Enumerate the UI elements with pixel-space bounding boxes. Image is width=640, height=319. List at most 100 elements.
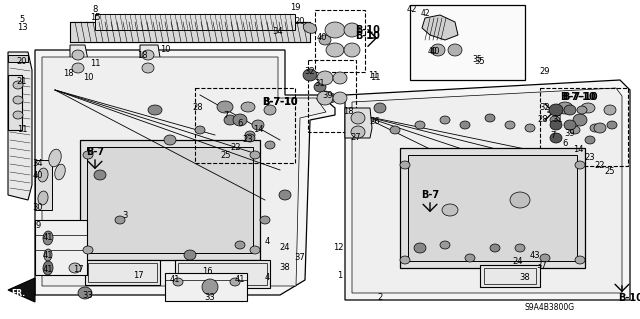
- Ellipse shape: [43, 231, 53, 245]
- Text: 37: 37: [536, 261, 547, 270]
- Ellipse shape: [164, 135, 176, 145]
- Ellipse shape: [245, 131, 255, 139]
- Text: 33: 33: [205, 293, 216, 302]
- Text: 40: 40: [33, 170, 44, 180]
- Text: 31: 31: [553, 115, 563, 124]
- Ellipse shape: [115, 216, 125, 224]
- Ellipse shape: [173, 278, 183, 286]
- Text: 8: 8: [92, 5, 98, 14]
- Text: 41: 41: [43, 234, 53, 242]
- Ellipse shape: [344, 43, 360, 57]
- Text: 22: 22: [595, 160, 605, 169]
- Polygon shape: [8, 55, 28, 62]
- Text: 39: 39: [323, 91, 333, 100]
- Ellipse shape: [303, 23, 317, 33]
- Polygon shape: [8, 75, 22, 130]
- Text: 6: 6: [237, 118, 243, 128]
- Text: 38: 38: [520, 273, 531, 283]
- Text: B-10: B-10: [618, 293, 640, 303]
- Ellipse shape: [490, 244, 500, 252]
- Ellipse shape: [94, 170, 106, 180]
- Ellipse shape: [217, 101, 233, 113]
- Bar: [400, 148, 585, 268]
- Ellipse shape: [195, 126, 205, 134]
- Ellipse shape: [224, 115, 236, 125]
- Ellipse shape: [359, 115, 371, 125]
- Text: 32: 32: [305, 68, 316, 77]
- Ellipse shape: [250, 246, 260, 254]
- Ellipse shape: [13, 81, 23, 89]
- Ellipse shape: [202, 279, 218, 295]
- Text: 9: 9: [35, 220, 40, 229]
- Ellipse shape: [440, 116, 450, 124]
- Text: B-7-10: B-7-10: [562, 92, 598, 102]
- Ellipse shape: [505, 121, 515, 129]
- Ellipse shape: [233, 114, 247, 126]
- Polygon shape: [345, 108, 372, 138]
- Bar: [85, 260, 160, 285]
- Polygon shape: [70, 22, 310, 42]
- Text: 41: 41: [43, 265, 53, 275]
- Ellipse shape: [414, 243, 426, 253]
- Ellipse shape: [549, 104, 563, 116]
- Text: S9A4B3800G: S9A4B3800G: [525, 303, 575, 313]
- Ellipse shape: [241, 102, 255, 112]
- Text: 15: 15: [90, 13, 100, 23]
- Polygon shape: [70, 45, 90, 78]
- Text: 42: 42: [407, 5, 417, 14]
- Text: 27: 27: [351, 133, 362, 143]
- Ellipse shape: [581, 103, 595, 113]
- Text: 23: 23: [585, 153, 595, 162]
- Ellipse shape: [564, 105, 576, 115]
- Text: B-7-10: B-7-10: [262, 97, 298, 107]
- Text: 26: 26: [370, 117, 380, 127]
- Text: 25: 25: [221, 152, 231, 160]
- Text: 18: 18: [342, 108, 353, 116]
- Ellipse shape: [324, 93, 336, 103]
- Ellipse shape: [594, 123, 606, 133]
- Text: 13: 13: [17, 24, 28, 33]
- Text: 16: 16: [202, 268, 212, 277]
- Ellipse shape: [142, 63, 154, 73]
- Bar: [540, 88, 628, 166]
- Bar: [480, 265, 540, 287]
- Text: 17: 17: [132, 271, 143, 279]
- Ellipse shape: [415, 121, 425, 129]
- Text: B-7-10: B-7-10: [262, 97, 298, 107]
- Ellipse shape: [564, 120, 576, 130]
- Ellipse shape: [575, 256, 585, 264]
- Text: 10: 10: [83, 73, 93, 83]
- Ellipse shape: [13, 111, 23, 119]
- Ellipse shape: [72, 63, 84, 73]
- Bar: [80, 140, 260, 260]
- Ellipse shape: [590, 124, 600, 132]
- Polygon shape: [35, 50, 335, 295]
- Polygon shape: [95, 14, 295, 30]
- Bar: [195, 88, 295, 163]
- Ellipse shape: [550, 133, 562, 143]
- Ellipse shape: [448, 44, 462, 56]
- Text: 1: 1: [337, 271, 342, 279]
- Polygon shape: [8, 278, 35, 302]
- Ellipse shape: [515, 244, 525, 252]
- Text: B-10: B-10: [355, 25, 380, 35]
- Ellipse shape: [245, 134, 255, 142]
- Polygon shape: [42, 57, 326, 286]
- Text: 20: 20: [17, 57, 28, 66]
- Text: 19: 19: [290, 4, 300, 12]
- Ellipse shape: [184, 250, 196, 260]
- Ellipse shape: [44, 249, 52, 261]
- Text: 10: 10: [160, 46, 170, 55]
- Text: 6: 6: [563, 138, 568, 147]
- Text: 17: 17: [73, 265, 83, 275]
- Text: 28: 28: [538, 115, 548, 124]
- Text: 28: 28: [193, 103, 204, 113]
- Text: 34: 34: [273, 27, 284, 36]
- Text: 7: 7: [550, 130, 556, 139]
- Polygon shape: [345, 80, 630, 300]
- Ellipse shape: [400, 161, 410, 169]
- Text: 32: 32: [540, 103, 550, 113]
- Bar: [165, 273, 247, 301]
- Text: 41: 41: [235, 276, 245, 285]
- Text: B-7: B-7: [86, 147, 104, 157]
